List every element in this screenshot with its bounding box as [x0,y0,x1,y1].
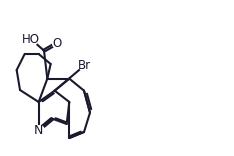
Text: Br: Br [78,59,91,72]
Text: O: O [52,37,61,50]
Text: N: N [34,124,43,136]
Text: HO: HO [22,33,40,46]
